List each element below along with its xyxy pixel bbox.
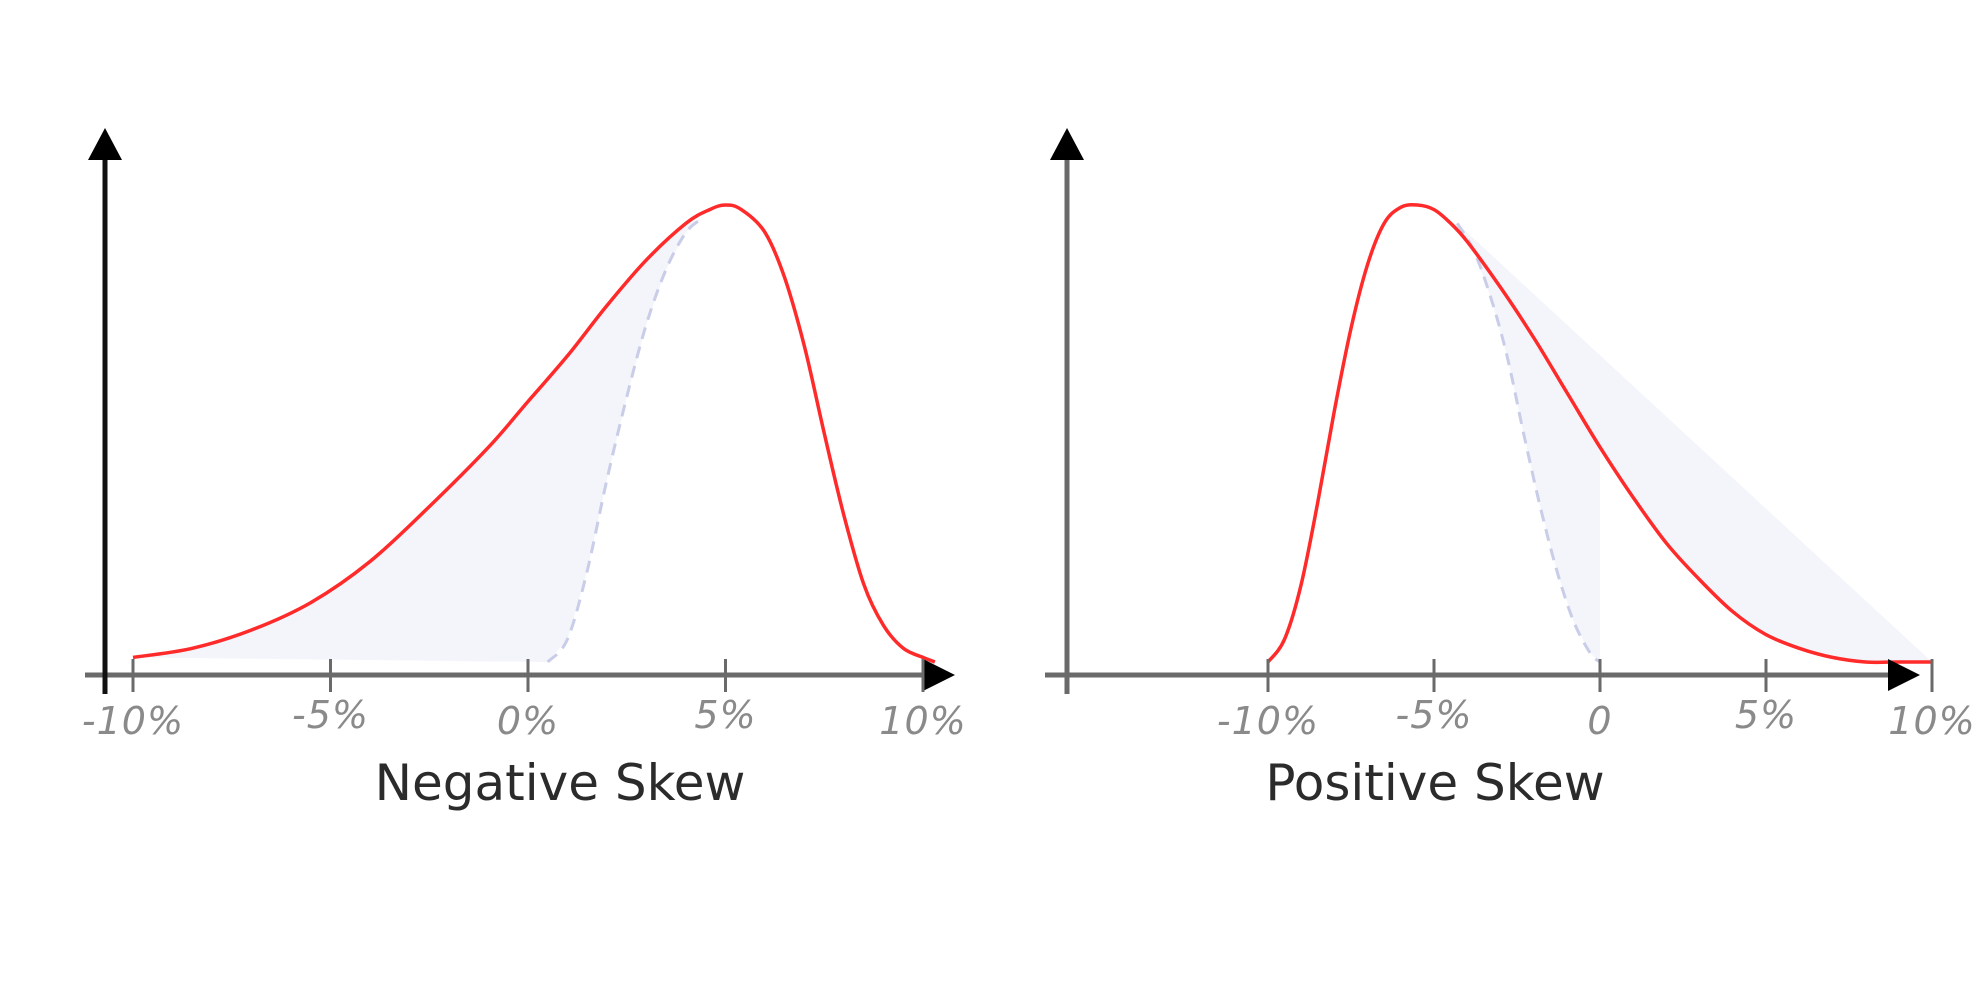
x-axis-arrowhead [1888,659,1920,691]
skewed-distribution-curve [132,203,936,664]
chart-title: Positive Skew [1265,754,1604,812]
chart-title: Negative Skew [375,754,746,812]
x-tick-label: 10% [1888,699,1975,743]
x-tick-label: 5% [694,693,756,737]
x-tick-label: -10% [82,699,184,743]
shaded-area [1457,223,1932,663]
x-axis-arrowhead [923,659,955,691]
x-tick-label: -5% [292,693,369,737]
x-tick-label: 10% [879,699,966,743]
y-axis-arrowhead [1050,128,1084,160]
x-tick-label: 5% [1735,693,1797,737]
x-tick-label: -10% [1217,699,1319,743]
x-tick-label: 0 [1587,699,1612,743]
x-ticks: -10% -5% 0% 5% 10% [82,659,966,743]
positive-skew-chart: -10% -5% 0 5% 10% Positive Skew [1045,128,1975,812]
x-ticks: -10% -5% 0 5% 10% [1217,659,1975,743]
normal-dashed-curve [546,217,703,664]
x-tick-label: -5% [1396,693,1473,737]
skewed-distribution-curve [1266,202,1932,665]
negative-skew-chart: -10% -5% 0% 5% 10% Negative Skew [82,128,966,812]
shaded-area [133,218,702,662]
x-tick-label: 0% [497,699,559,743]
y-axis-arrowhead [88,128,122,160]
normal-dashed-curve [1455,222,1601,664]
